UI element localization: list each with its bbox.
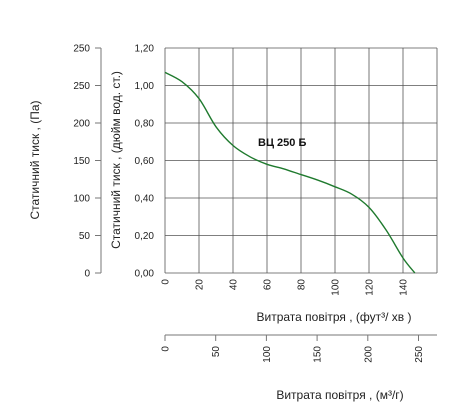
x-tick-label: 140 — [399, 279, 410, 296]
secondary-x-tick-label: 150 — [313, 346, 324, 363]
x-tick-label: 40 — [229, 279, 240, 291]
series-line — [164, 71, 416, 274]
outer-y-tick-label: 150 — [73, 156, 90, 167]
series-label: ВЦ 250 Б — [258, 137, 306, 149]
left-y-axis-title: Статичний тиск , (дюйм вод. ст.) — [109, 71, 123, 249]
left-y-tick-label: 0,20 — [135, 231, 155, 242]
outer-y-tick-label: 200 — [73, 119, 90, 130]
x-tick-label: 60 — [263, 279, 274, 291]
secondary-x-tick-label: 0 — [161, 346, 172, 352]
x-tick-label: 100 — [331, 279, 342, 296]
x-tick-label: 0 — [161, 279, 172, 285]
left-y-tick-label: 0,40 — [135, 194, 155, 205]
series-layer — [164, 71, 416, 274]
left-y-tick-label: 0,80 — [135, 119, 155, 130]
outer-y-tick-label: 0 — [84, 269, 90, 280]
secondary-x-tick-label: 100 — [262, 346, 273, 363]
left-pressure-axis: 0,00 0,20 0,40 0,60 0,80 1,00 1,20 — [135, 44, 155, 280]
left-y-tick-label: 1,00 — [135, 81, 155, 92]
x-tick-label: 80 — [297, 279, 308, 291]
outer-y-tick-label: 250 — [73, 44, 90, 55]
outer-y-axis-title: Статичний тиск , (Па) — [28, 100, 42, 219]
airflow-axis-cfm: 0 20 40 60 80 100 120 140 — [161, 279, 410, 296]
x-axis-title: Витрата повітря , (фут³/ хв ) — [256, 310, 411, 324]
secondary-x-tick-label: 250 — [414, 346, 425, 363]
outer-pressure-axis: 0 50 100 150 200 250 250 — [73, 44, 102, 280]
secondary-x-tick-label: 50 — [211, 346, 222, 358]
plot-grid — [164, 47, 438, 274]
secondary-x-tick-label: 200 — [363, 346, 374, 363]
outer-y-tick-label: 100 — [73, 194, 90, 205]
x-tick-label: 120 — [365, 279, 376, 296]
x-tick-label: 20 — [195, 279, 206, 291]
left-y-tick-label: 0,00 — [135, 269, 155, 280]
left-y-tick-label: 0,60 — [135, 156, 155, 167]
left-y-tick-label: 1,20 — [135, 44, 155, 55]
outer-y-tick-label: 50 — [79, 231, 91, 242]
airflow-axis-m3h: 0 50 100 150 200 250 — [161, 334, 437, 363]
outer-y-tick-label: 250 — [73, 81, 90, 92]
secondary-x-axis-title: Витрата повітря , (м³/г) — [276, 388, 403, 402]
